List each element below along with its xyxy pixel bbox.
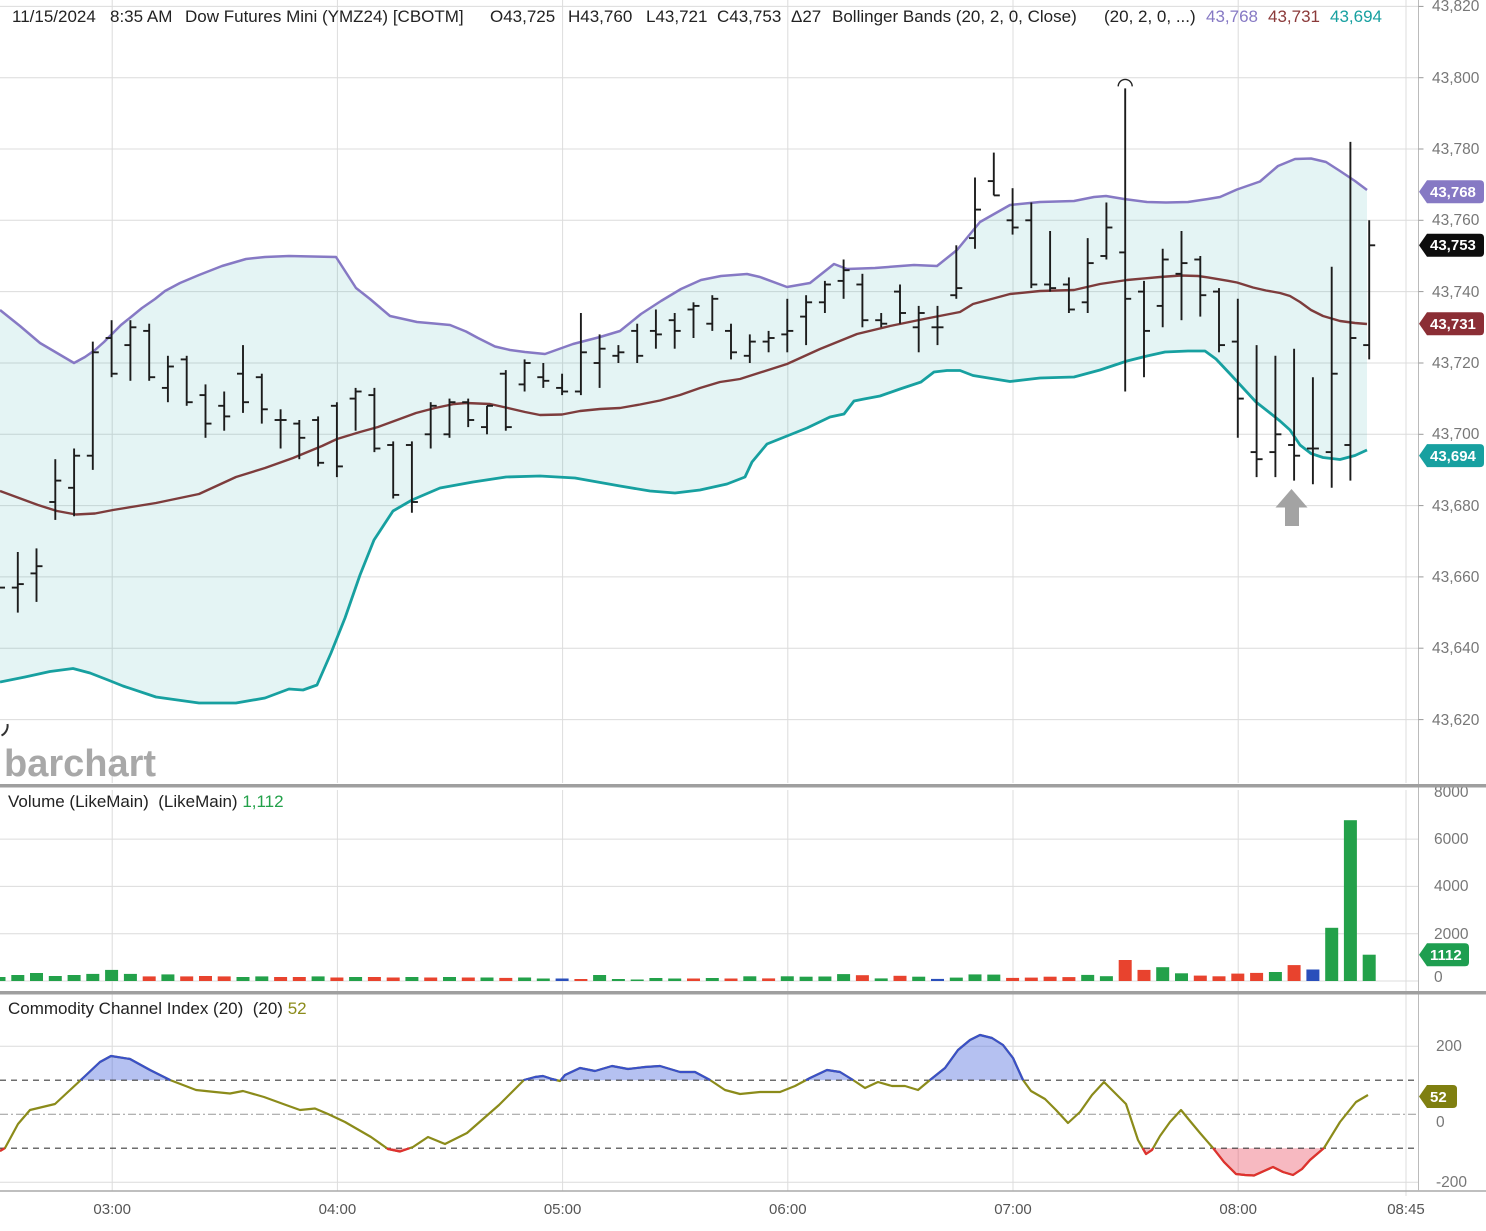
svg-text:8000: 8000 bbox=[1434, 784, 1469, 801]
svg-text:4000: 4000 bbox=[1434, 878, 1469, 895]
svg-text:43,780: 43,780 bbox=[1432, 141, 1480, 158]
svg-text:11/15/2024: 11/15/2024 bbox=[12, 7, 96, 26]
svg-text:Commodity Channel Index (20): Commodity Channel Index (20) (20) 52 bbox=[8, 999, 307, 1018]
svg-text:43,640: 43,640 bbox=[1432, 640, 1480, 657]
svg-text:43,694: 43,694 bbox=[1330, 7, 1382, 26]
svg-text:6000: 6000 bbox=[1434, 831, 1469, 848]
svg-text:Dow Futures Mini (YMZ24) [CBOT: Dow Futures Mini (YMZ24) [CBOTM] bbox=[185, 7, 464, 26]
svg-text:43,720: 43,720 bbox=[1432, 355, 1480, 372]
svg-text:08:00: 08:00 bbox=[1219, 1201, 1257, 1218]
svg-text:L43,721: L43,721 bbox=[646, 7, 707, 26]
svg-text:07:00: 07:00 bbox=[994, 1201, 1032, 1218]
svg-text:43,760: 43,760 bbox=[1432, 212, 1480, 229]
svg-text:H43,760: H43,760 bbox=[568, 7, 632, 26]
svg-text:200: 200 bbox=[1436, 1038, 1462, 1055]
svg-text:43,660: 43,660 bbox=[1432, 569, 1480, 586]
svg-text:43,694: 43,694 bbox=[1430, 448, 1477, 465]
svg-text:43,731: 43,731 bbox=[1268, 7, 1320, 26]
svg-text:43,620: 43,620 bbox=[1432, 712, 1480, 729]
svg-text:1112: 1112 bbox=[1430, 947, 1462, 964]
svg-text:43,680: 43,680 bbox=[1432, 498, 1480, 515]
svg-text:8:35 AM: 8:35 AM bbox=[110, 7, 172, 26]
svg-text:04:00: 04:00 bbox=[319, 1201, 357, 1218]
svg-text:0: 0 bbox=[1436, 1114, 1445, 1131]
svg-text:-200: -200 bbox=[1436, 1174, 1467, 1191]
svg-text:Volume (LikeMain) (LikeMain): Volume (LikeMain) (LikeMain) 1,112 bbox=[8, 792, 284, 811]
svg-text:43,768: 43,768 bbox=[1430, 184, 1476, 201]
svg-text:Δ27: Δ27 bbox=[791, 7, 821, 26]
svg-text:06:00: 06:00 bbox=[769, 1201, 807, 1218]
svg-text:2000: 2000 bbox=[1434, 926, 1469, 943]
svg-text:C43,753: C43,753 bbox=[717, 7, 781, 26]
svg-text:43,820: 43,820 bbox=[1432, 0, 1480, 15]
svg-text:43,700: 43,700 bbox=[1432, 426, 1480, 443]
svg-text:08:45: 08:45 bbox=[1387, 1201, 1425, 1218]
svg-text:52: 52 bbox=[1430, 1089, 1447, 1106]
svg-text:43,740: 43,740 bbox=[1432, 284, 1480, 301]
svg-text:43,768: 43,768 bbox=[1206, 7, 1258, 26]
svg-text:05:00: 05:00 bbox=[544, 1201, 582, 1218]
svg-text:barchart: barchart bbox=[4, 743, 156, 785]
svg-text:43,753: 43,753 bbox=[1430, 237, 1476, 254]
svg-text:03:00: 03:00 bbox=[93, 1201, 131, 1218]
svg-text:0: 0 bbox=[1434, 969, 1443, 986]
svg-text:43,800: 43,800 bbox=[1432, 70, 1480, 87]
svg-text:Bollinger Bands (20, 2, 0, Clo: Bollinger Bands (20, 2, 0, Close) bbox=[832, 7, 1077, 26]
svg-text:(20, 2, 0, ...): (20, 2, 0, ...) bbox=[1104, 7, 1196, 26]
svg-text:43,731: 43,731 bbox=[1430, 316, 1476, 333]
svg-text:O43,725: O43,725 bbox=[490, 7, 555, 26]
